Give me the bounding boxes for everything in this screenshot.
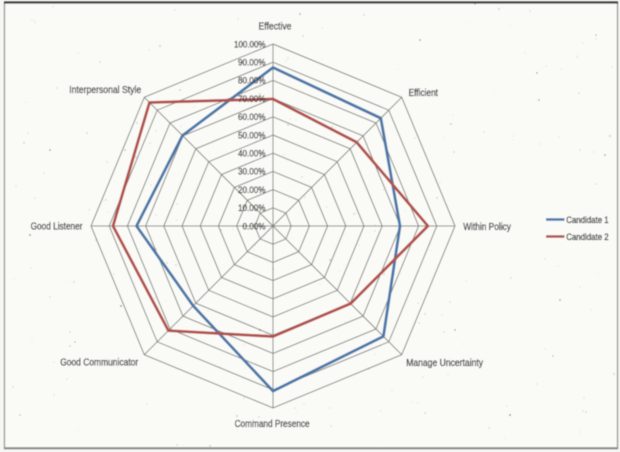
svg-text:Good Communicator: Good Communicator (60, 358, 139, 369)
svg-text:10.00%: 10.00% (238, 203, 266, 213)
svg-text:Manage Uncertainty: Manage Uncertainty (406, 358, 483, 369)
svg-text:Candidate 1: Candidate 1 (566, 215, 609, 225)
svg-text:Good Listener: Good Listener (31, 222, 84, 233)
svg-text:0.00%: 0.00% (243, 221, 266, 231)
svg-text:Command Presence: Command Presence (235, 419, 310, 430)
svg-text:50.00%: 50.00% (238, 130, 266, 140)
svg-text:Efficient: Efficient (409, 88, 439, 99)
svg-text:90.00%: 90.00% (238, 58, 266, 68)
svg-text:80.00%: 80.00% (238, 76, 266, 86)
svg-text:20.00%: 20.00% (238, 185, 266, 195)
svg-text:60.00%: 60.00% (238, 112, 266, 122)
svg-text:40.00%: 40.00% (238, 149, 266, 159)
svg-text:30.00%: 30.00% (238, 167, 266, 177)
svg-text:70.00%: 70.00% (238, 94, 266, 104)
svg-text:Within Policy: Within Policy (463, 222, 511, 233)
svg-text:Candidate 2: Candidate 2 (566, 232, 609, 242)
svg-text:100.00%: 100.00% (234, 39, 266, 49)
svg-text:Interpersonal Style: Interpersonal Style (69, 85, 141, 96)
svg-text:Effective: Effective (259, 22, 292, 33)
